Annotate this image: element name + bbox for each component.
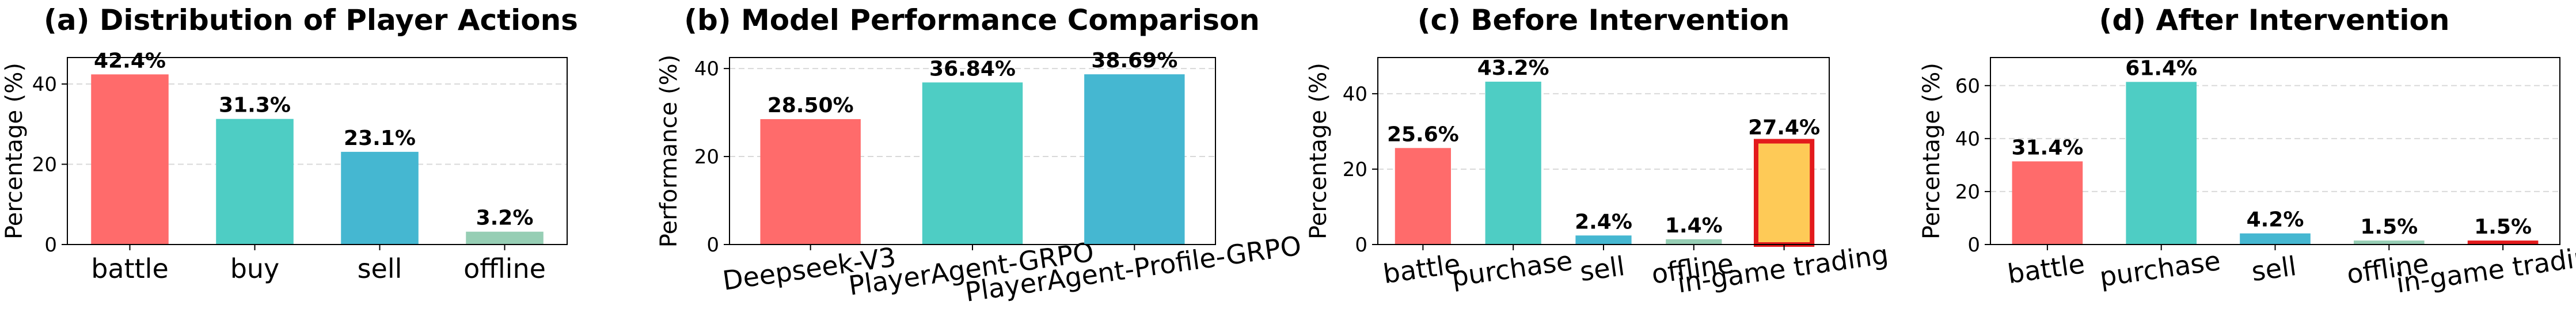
plot-frame bbox=[1377, 57, 1830, 245]
x-tick-label: in-game trading bbox=[2394, 239, 2576, 299]
x-tick-label: buy bbox=[230, 253, 280, 284]
x-tick-label: offline bbox=[463, 253, 546, 284]
data-label: 1.4% bbox=[1665, 214, 1723, 238]
y-axis-label: Percentage (%) bbox=[1918, 63, 1945, 239]
plot-frame bbox=[67, 57, 568, 245]
data-label: 27.4% bbox=[1748, 116, 1820, 139]
chart-title: (c) Before Intervention bbox=[1418, 3, 1790, 37]
data-label: 42.4% bbox=[94, 49, 166, 72]
y-tick-label: 20 bbox=[694, 146, 719, 169]
y-axis-label: Percentage (%) bbox=[1305, 63, 1332, 239]
chart-title: (b) Model Performance Comparison bbox=[684, 3, 1260, 37]
chart-title: (a) Distribution of Player Actions bbox=[44, 3, 578, 37]
chart-panel-4: (d) After Intervention 31.4% battle 61.4% pu… bbox=[1918, 3, 2576, 299]
data-label: 23.1% bbox=[344, 127, 416, 150]
bar-buy bbox=[216, 119, 294, 245]
bar-sell bbox=[2240, 233, 2311, 245]
data-label: 38.69% bbox=[1091, 49, 1177, 72]
chart-panel-1: (a) Distribution of Player Actions 42.4% b… bbox=[1, 3, 578, 284]
data-label: 1.5% bbox=[2474, 215, 2532, 239]
x-tick-label: battle bbox=[91, 253, 169, 284]
data-label: 61.4% bbox=[2125, 56, 2197, 80]
bar-offline bbox=[2353, 240, 2425, 245]
bar-PlayerAgent-Profile-GRPO bbox=[1084, 74, 1185, 245]
plot-frame bbox=[1990, 57, 2560, 245]
data-label: 1.5% bbox=[2360, 215, 2418, 239]
bar-offline bbox=[1666, 239, 1722, 245]
data-label: 28.50% bbox=[768, 94, 854, 117]
data-label: 3.2% bbox=[476, 207, 534, 230]
y-axis-label: Performance (%) bbox=[656, 55, 682, 247]
bar-battle bbox=[2012, 161, 2083, 245]
x-tick-label: sell bbox=[2250, 250, 2298, 287]
y-tick-label: 20 bbox=[32, 154, 57, 177]
y-tick-label: 40 bbox=[32, 73, 57, 96]
chart-title: (d) After Intervention bbox=[2099, 3, 2450, 37]
y-tick-label: 0 bbox=[44, 234, 57, 257]
y-tick-label: 0 bbox=[1355, 234, 1367, 257]
data-label: 31.4% bbox=[2011, 136, 2083, 159]
bar-battle bbox=[1395, 148, 1452, 245]
chart-panel-3: (c) Before Intervention25.6%battle43.2%p… bbox=[1305, 3, 1890, 299]
x-tick-label: sell bbox=[1578, 250, 1627, 287]
bar-purchase bbox=[1485, 81, 1541, 245]
bar-PlayerAgent-GRPO bbox=[922, 82, 1023, 245]
data-label: 2.4% bbox=[1575, 210, 1632, 234]
data-label: 4.2% bbox=[2247, 208, 2304, 232]
data-label: 43.2% bbox=[1477, 56, 1549, 80]
y-tick-label: 40 bbox=[1955, 128, 1980, 151]
bar-offline bbox=[466, 231, 544, 245]
y-axis-label: Percentage (%) bbox=[1, 63, 28, 239]
chart-panel-2: (b) Model Performance Comparison28.50%De… bbox=[656, 3, 1303, 308]
y-tick-label: 0 bbox=[706, 234, 719, 257]
bar-Deepseek-V3 bbox=[760, 119, 861, 245]
x-tick-label: purchase bbox=[1450, 245, 1575, 293]
y-tick-label: 40 bbox=[694, 58, 719, 81]
bar-sell bbox=[341, 151, 419, 245]
x-tick-label: battle bbox=[2005, 248, 2087, 289]
y-tick-label: 0 bbox=[1967, 234, 1980, 257]
plot-frame bbox=[729, 57, 1216, 245]
data-label: 31.3% bbox=[219, 94, 291, 117]
y-tick-label: 40 bbox=[1343, 83, 1367, 106]
data-label: 36.84% bbox=[929, 57, 1016, 81]
y-tick-label: 60 bbox=[1955, 75, 1980, 98]
y-tick-label: 20 bbox=[1955, 181, 1980, 204]
x-tick-label: purchase bbox=[2098, 245, 2222, 293]
data-label: 25.6% bbox=[1387, 123, 1459, 146]
bar-in-game-trading bbox=[1753, 139, 1815, 247]
bar-purchase bbox=[2126, 82, 2197, 245]
x-tick-label: in-game trading bbox=[1675, 239, 1890, 299]
bar-battle bbox=[91, 74, 169, 245]
bar-in-game-trading bbox=[2467, 240, 2539, 245]
bar-sell bbox=[1575, 235, 1632, 245]
y-tick-label: 20 bbox=[1343, 158, 1367, 181]
x-tick-label: sell bbox=[358, 253, 402, 284]
